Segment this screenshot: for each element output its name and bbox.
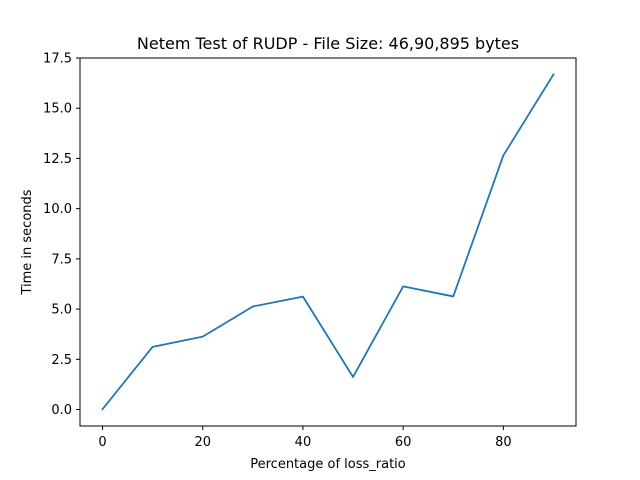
data-point bbox=[251, 305, 254, 308]
x-tick-label: 80 bbox=[495, 435, 512, 450]
data-point bbox=[502, 154, 505, 157]
series-line bbox=[101, 73, 555, 411]
plot-area-frame bbox=[79, 57, 577, 427]
y-tick-label: 10.0 bbox=[43, 202, 72, 217]
y-tick-label: 17.5 bbox=[43, 52, 72, 67]
y-tick-label: 15.0 bbox=[43, 102, 72, 117]
x-tick-label: 20 bbox=[194, 435, 211, 450]
ticks-layer: 0 20 40 60 80 0.0 2.5 5.0 7.5 10.0 12.5 15.0 17.5 bbox=[43, 52, 512, 451]
series-layer bbox=[101, 73, 555, 411]
data-point bbox=[151, 345, 154, 348]
data-point bbox=[352, 376, 354, 378]
data-point bbox=[552, 73, 555, 76]
x-tick-label: 40 bbox=[295, 435, 312, 450]
y-tick-label: 5.0 bbox=[51, 303, 72, 318]
y-tick-label: 7.5 bbox=[51, 252, 72, 267]
y-tick-label: 0.0 bbox=[51, 403, 72, 418]
data-point bbox=[201, 335, 204, 338]
y-tick-label: 2.5 bbox=[51, 353, 72, 368]
data-point bbox=[302, 295, 304, 298]
data-point bbox=[101, 408, 104, 411]
data-point bbox=[452, 295, 455, 298]
chart-title: Netem Test of RUDP - File Size: 46,90,89… bbox=[137, 34, 519, 53]
y-tick-label: 12.5 bbox=[43, 152, 72, 167]
y-axis-label: Time in seconds bbox=[20, 189, 35, 295]
x-tick-label: 0 bbox=[98, 435, 106, 450]
x-axis-label: Percentage of loss_ratio bbox=[250, 457, 406, 472]
x-tick-label: 60 bbox=[395, 435, 412, 450]
data-point bbox=[402, 285, 405, 288]
